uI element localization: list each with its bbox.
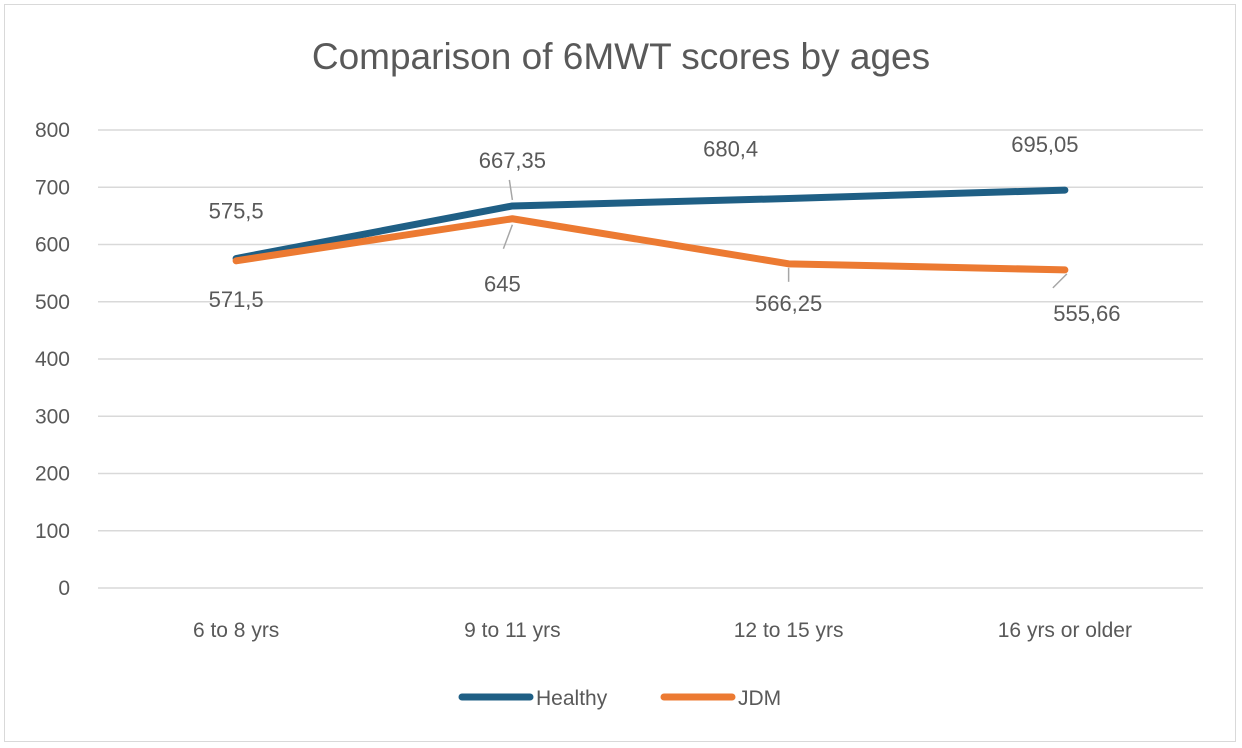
data-label-jdm: 555,66 [1053,301,1120,326]
y-tick-label: 300 [35,405,70,428]
x-tick-label: 16 yrs or older [998,619,1132,642]
data-point-healthy [511,204,514,207]
series-line-jdm [232,215,1069,274]
x-tick-label: 9 to 11 yrs [464,619,561,642]
y-tick-label: 800 [35,119,70,142]
leader-line [502,224,514,250]
y-axis-ticks: 0 100 200 300 400 500 600 700 800 [35,119,70,600]
data-labels: 575,5 667,35 680,4 695,05 571,5 645 566,25 555,… [209,132,1121,326]
x-tick-label: 6 to 8 yrs [193,619,279,642]
leader-lines [502,179,1068,289]
data-point-healthy [787,197,790,200]
y-tick-label: 600 [35,234,70,257]
data-label-healthy: 680,4 [703,136,758,161]
legend-label-healthy: Healthy [536,687,608,710]
data-point-jdm [787,262,790,265]
data-label-jdm: 645 [484,272,521,297]
series-group [232,186,1069,274]
y-tick-label: 400 [35,348,70,371]
chart-title: Comparison of 6MWT scores by ages [311,36,931,77]
y-tick-label: 700 [35,176,70,199]
data-label-jdm: 566,25 [755,291,822,316]
data-label-jdm: 571,5 [209,287,264,312]
data-point-jdm [1063,268,1066,271]
data-point-jdm [235,259,238,262]
data-label-healthy: 575,5 [209,199,264,224]
x-tick-label: 12 to 15 yrs [734,619,844,642]
y-tick-label: 500 [35,291,70,314]
series-line-healthy [232,186,1069,263]
leader-line [508,179,514,201]
gridlines [98,129,1203,589]
x-axis-ticks: 6 to 8 yrs 9 to 11 yrs 12 to 15 yrs 16 yrs … [193,619,1132,642]
data-point-jdm [511,217,514,220]
data-point-healthy [1063,189,1066,192]
data-label-healthy: 667,35 [479,148,546,173]
y-tick-label: 200 [35,463,70,486]
legend-label-jdm: JDM [738,687,781,710]
leader-line [1052,273,1068,289]
data-label-healthy: 695,05 [1011,132,1078,157]
y-tick-label: 100 [35,520,70,543]
chart-frame [4,4,1236,742]
legend: Healthy JDM [458,687,781,710]
y-tick-label: 0 [58,577,70,600]
